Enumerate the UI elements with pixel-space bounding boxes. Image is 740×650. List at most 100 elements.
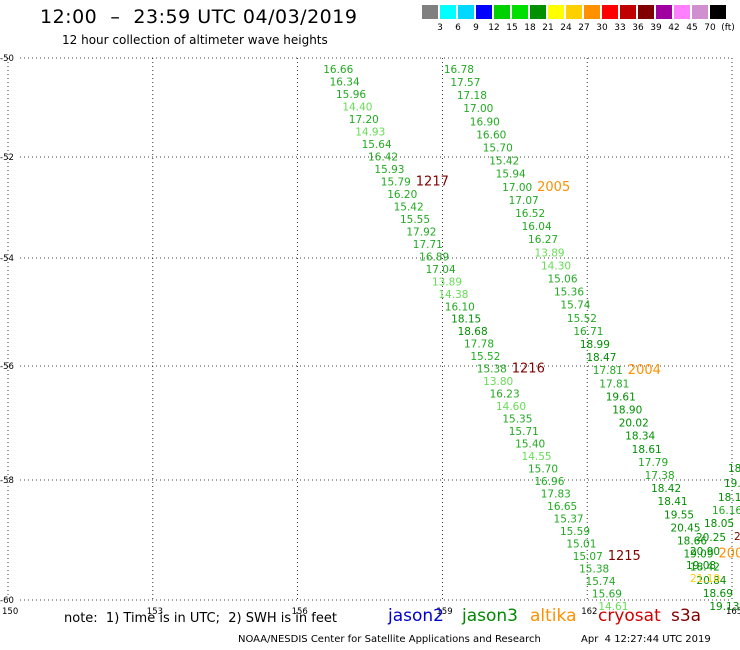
swh-value: 17.78 bbox=[464, 339, 494, 351]
swh-value: 2 bbox=[734, 531, 740, 543]
swh-value: 17.04 bbox=[426, 264, 456, 276]
legend-label: 6 bbox=[455, 23, 461, 33]
pass-label: 2005 bbox=[537, 180, 570, 195]
legend-swatch bbox=[494, 5, 510, 19]
swh-value: 16.23 bbox=[490, 389, 520, 401]
legend-swatch bbox=[512, 5, 528, 19]
pass-label: 1216 bbox=[512, 362, 545, 377]
swh-value: 20.25 bbox=[696, 532, 726, 544]
swh-value: 16.65 bbox=[547, 501, 577, 513]
swh-value: 19.55 bbox=[664, 509, 694, 521]
lon-tick-label: 162 bbox=[581, 607, 597, 617]
legend-swatch bbox=[656, 5, 672, 19]
legend-swatch bbox=[548, 5, 564, 19]
swh-value: 16.90 bbox=[470, 116, 500, 128]
lat-tick-label: -56 bbox=[0, 362, 14, 372]
swh-value: 21.10 bbox=[690, 573, 720, 585]
lat-tick-label: -58 bbox=[0, 476, 14, 486]
legend-swatch bbox=[476, 5, 492, 19]
swh-value: 15.38 bbox=[579, 564, 609, 576]
swh-value: 15.36 bbox=[554, 287, 584, 299]
swh-value: 19.09 bbox=[683, 549, 713, 561]
swh-value: 18.42 bbox=[651, 483, 681, 495]
lat-tick-label: -54 bbox=[0, 254, 14, 264]
swh-value: 14.55 bbox=[522, 451, 552, 463]
swh-value: 16.71 bbox=[573, 326, 603, 338]
legend-label: 21 bbox=[542, 23, 554, 33]
altimeter-observations: 16.6616.3415.9614.4017.2014.9315.6416.42… bbox=[323, 64, 740, 613]
lon-tick-label: 156 bbox=[292, 607, 308, 617]
swh-value: 18.99 bbox=[580, 339, 610, 351]
pass-label: 2004 bbox=[628, 363, 661, 378]
swh-value: 17.79 bbox=[638, 457, 668, 469]
legend-swatch bbox=[692, 5, 708, 19]
swh-value: 17.07 bbox=[509, 195, 539, 207]
satellite-name: s3a bbox=[671, 606, 702, 626]
swh-value: 20.02 bbox=[619, 418, 649, 430]
legend-label: 30 bbox=[596, 23, 608, 33]
lat-tick-label: -52 bbox=[0, 153, 14, 163]
swh-value: 16.78 bbox=[444, 64, 474, 76]
swh-value: 15.38 bbox=[477, 364, 507, 376]
swh-value: 18.34 bbox=[625, 431, 655, 443]
legend-label: 33 bbox=[614, 23, 626, 33]
swh-value: 15.55 bbox=[400, 214, 430, 226]
legend-label: 15 bbox=[506, 23, 518, 33]
swh-value: 17.83 bbox=[541, 489, 571, 501]
swh-value: 18.66 bbox=[677, 536, 707, 548]
footer-note: note: 1) Time is in UTC; 2) SWH is in fe… bbox=[64, 611, 337, 626]
swh-value: 15.74 bbox=[586, 576, 616, 588]
swh-value: 18.42 bbox=[690, 562, 720, 574]
swh-value: 18.1 bbox=[718, 492, 740, 504]
swh-value: 18.68 bbox=[458, 326, 488, 338]
legend-label: 24 bbox=[560, 23, 572, 33]
swh-value: 15.71 bbox=[509, 426, 539, 438]
swh-value: 15.64 bbox=[362, 139, 392, 151]
swh-value: 20.90 bbox=[690, 546, 720, 558]
satellite-name: cryosat bbox=[598, 606, 661, 626]
lat-tick-label: -50 bbox=[0, 54, 14, 64]
swh-value: 15.94 bbox=[496, 169, 526, 181]
swh-value: 15.52 bbox=[470, 351, 500, 363]
legend-label: 9 bbox=[473, 23, 479, 33]
legend-swatch bbox=[674, 5, 690, 19]
swh-value: 18 bbox=[728, 463, 740, 475]
swh-value: 13.80 bbox=[483, 376, 513, 388]
swh-value: 14.30 bbox=[541, 260, 571, 272]
legend-label: 18 bbox=[524, 23, 536, 33]
swh-value: 14.93 bbox=[355, 126, 385, 138]
legend-label: 45 bbox=[686, 23, 698, 33]
swh-value: 14.60 bbox=[496, 401, 526, 413]
swh-value: 15.93 bbox=[374, 164, 404, 176]
satellite-name: altika bbox=[530, 606, 577, 626]
swh-value: 16.96 bbox=[534, 476, 564, 488]
swh-value: 16.10 bbox=[445, 301, 475, 313]
credit-line: NOAA/NESDIS Center for Satellite Applica… bbox=[238, 634, 541, 645]
swh-value: 16.27 bbox=[528, 234, 558, 246]
legend-label: 42 bbox=[668, 23, 680, 33]
swh-value: 15.06 bbox=[547, 274, 577, 286]
swh-value: 16.66 bbox=[323, 64, 353, 76]
swh-value: 14.61 bbox=[598, 601, 628, 613]
map-grid bbox=[7, 57, 733, 601]
swh-value: 15.01 bbox=[566, 539, 596, 551]
swh-value: 17.20 bbox=[349, 114, 379, 126]
swh-value: 18.69 bbox=[703, 588, 733, 600]
lon-tick-label: 150 bbox=[2, 607, 18, 617]
legend-swatch bbox=[440, 5, 456, 19]
swh-value: 17.81 bbox=[593, 365, 623, 377]
swh-value: 15.74 bbox=[560, 300, 590, 312]
swh-value: 17.00 bbox=[463, 103, 493, 115]
swh-value: 15.70 bbox=[483, 143, 513, 155]
lat-tick-label: -60 bbox=[0, 596, 14, 606]
swh-value: 20.45 bbox=[670, 522, 700, 534]
legend-label: (ft) bbox=[721, 23, 735, 33]
legend-swatch bbox=[422, 5, 438, 19]
legend-label: 36 bbox=[632, 23, 644, 33]
legend-label: 39 bbox=[650, 23, 662, 33]
map-subtitle: 12 hour collection of altimeter wave hei… bbox=[62, 33, 328, 47]
swh-value: 19. bbox=[724, 478, 740, 490]
swh-value: 15.42 bbox=[489, 156, 519, 168]
swh-value: 15.70 bbox=[528, 464, 558, 476]
